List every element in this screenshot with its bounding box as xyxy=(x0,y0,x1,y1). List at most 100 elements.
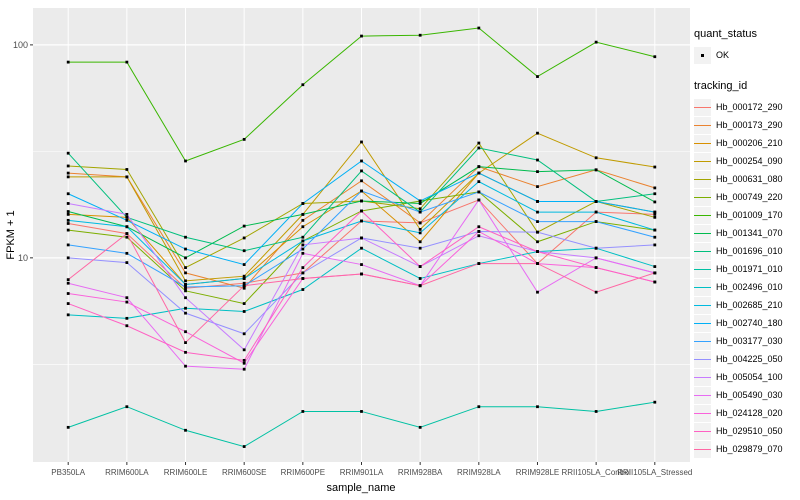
legend-title-tracking-id: tracking_id xyxy=(694,80,748,92)
data-point-Hb_000173_290 xyxy=(536,185,539,189)
data-point-Hb_004225_050 xyxy=(125,261,129,264)
legend-item-Hb_002685_210: Hb_002685_210 xyxy=(694,296,800,314)
line-swatch-icon xyxy=(694,412,711,414)
legend-swatch xyxy=(694,134,711,152)
legend-swatch xyxy=(694,296,711,314)
x-tick-label: RRIM600LE xyxy=(164,468,208,477)
x-tick-label: RRIM928BA xyxy=(398,468,443,477)
data-point-Hb_005490_030 xyxy=(536,290,539,294)
data-point-Hb_029510_050 xyxy=(594,266,598,269)
data-point-Hb_001971_010 xyxy=(536,405,539,409)
legend-swatch xyxy=(694,368,711,386)
data-point-Hb_005490_030 xyxy=(125,296,129,300)
data-point-Hb_001696_010 xyxy=(536,158,539,162)
data-point-Hb_000173_290 xyxy=(66,171,70,175)
data-point-Hb_029510_050 xyxy=(242,358,246,362)
data-point-Hb_000749_220 xyxy=(66,228,70,232)
data-point-Hb_002685_210 xyxy=(418,231,422,235)
data-point-Hb_002740_180 xyxy=(536,200,539,203)
line-swatch-icon xyxy=(694,286,711,288)
line-swatch-icon xyxy=(694,322,711,324)
data-point-Hb_002740_180 xyxy=(653,210,657,214)
data-point-Hb_002740_180 xyxy=(184,247,187,251)
data-point-Hb_003177_030 xyxy=(418,210,422,214)
data-point-Hb_002685_210 xyxy=(536,210,539,214)
legend-label: Hb_005054_100 xyxy=(716,372,783,382)
data-point-Hb_001971_010 xyxy=(653,400,657,404)
data-point-Hb_024128_020 xyxy=(184,330,187,334)
data-point-Hb_000173_290 xyxy=(301,218,305,222)
data-point-Hb_001341_070 xyxy=(418,202,422,205)
data-point-Hb_003177_030 xyxy=(360,189,363,193)
data-point-Hb_005054_100 xyxy=(301,243,305,247)
data-point-Hb_004225_050 xyxy=(653,243,657,247)
legend-label: Hb_001696_010 xyxy=(716,246,783,256)
x-tick-label: RRIM928LA xyxy=(457,468,501,477)
data-point-Hb_002685_210 xyxy=(477,180,481,184)
data-point-Hb_002685_210 xyxy=(594,210,598,214)
data-point-Hb_002740_180 xyxy=(66,192,70,196)
data-point-Hb_029879_070 xyxy=(66,278,70,282)
legend-item-Hb_003177_030: Hb_003177_030 xyxy=(694,332,800,350)
legend-item-Hb_000254_090: Hb_000254_090 xyxy=(694,152,800,170)
data-point-Hb_000631_080 xyxy=(125,168,129,171)
data-point-Hb_002685_210 xyxy=(360,219,363,223)
data-point-Hb_000173_290 xyxy=(418,221,422,225)
legend-label-ok: OK xyxy=(716,50,730,60)
data-point-Hb_029510_050 xyxy=(477,225,481,229)
data-point-Hb_001696_010 xyxy=(477,146,481,150)
data-point-Hb_002496_010 xyxy=(653,265,657,268)
data-point-Hb_002685_210 xyxy=(125,225,129,229)
data-point-Hb_001341_070 xyxy=(301,212,305,216)
data-point-Hb_000749_220 xyxy=(536,240,539,244)
data-point-Hb_005054_100 xyxy=(242,348,246,352)
y-tick-label: 100 xyxy=(13,40,28,50)
data-point-Hb_024128_020 xyxy=(477,230,481,233)
legend-swatch xyxy=(694,386,711,404)
data-point-Hb_024128_020 xyxy=(66,292,70,295)
data-point-Hb_005054_100 xyxy=(184,296,187,300)
data-point-Hb_001971_010 xyxy=(477,405,481,409)
line-swatch-icon xyxy=(694,430,711,432)
data-point-Hb_001009_170 xyxy=(125,60,129,64)
legend-item-Hb_029510_050: Hb_029510_050 xyxy=(694,422,800,440)
line-swatch-icon xyxy=(694,340,711,342)
data-point-Hb_002496_010 xyxy=(242,310,246,313)
data-point-Hb_029510_050 xyxy=(301,266,305,269)
x-tick-label: RRIM600SE xyxy=(222,468,266,477)
data-point-Hb_000254_090 xyxy=(360,140,363,144)
data-point-Hb_000254_090 xyxy=(184,279,187,283)
data-point-Hb_002496_010 xyxy=(125,316,129,320)
x-tick-label: RRII105LA_Stressed xyxy=(617,468,692,477)
data-point-Hb_001341_070 xyxy=(66,210,70,213)
data-point-Hb_001009_170 xyxy=(653,55,657,59)
data-point-Hb_002740_180 xyxy=(477,171,481,175)
data-point-Hb_029879_070 xyxy=(536,262,539,265)
legend-label: Hb_002740_180 xyxy=(716,318,783,328)
data-point-Hb_001971_010 xyxy=(184,428,187,432)
point-icon xyxy=(701,53,704,57)
legend-swatch xyxy=(694,152,711,170)
legend-swatch xyxy=(694,242,711,260)
legend-swatch xyxy=(694,314,711,332)
data-point-Hb_005490_030 xyxy=(477,198,481,202)
legend-item-Hb_000749_220: Hb_000749_220 xyxy=(694,188,800,206)
legend-item-Hb_000173_290: Hb_000173_290 xyxy=(694,116,800,134)
legend-label: Hb_000254_090 xyxy=(716,156,783,166)
data-point-Hb_001009_170 xyxy=(66,60,70,64)
data-point-Hb_005054_100 xyxy=(66,202,70,205)
data-point-Hb_001009_170 xyxy=(301,83,305,87)
data-point-Hb_001971_010 xyxy=(66,425,70,429)
data-point-Hb_000206_210 xyxy=(418,240,422,244)
data-point-Hb_004225_050 xyxy=(536,230,539,234)
x-tick-label: RRIM600PE xyxy=(281,468,325,477)
data-point-Hb_029510_050 xyxy=(360,209,363,213)
data-point-Hb_005490_030 xyxy=(301,251,305,255)
x-tick-label: PB350LA xyxy=(51,468,85,477)
data-point-Hb_001009_170 xyxy=(360,34,363,38)
data-point-Hb_002685_210 xyxy=(66,218,70,222)
legend-item-Hb_001971_010: Hb_001971_010 xyxy=(694,260,800,278)
data-point-Hb_001009_170 xyxy=(242,137,246,141)
data-point-Hb_005490_030 xyxy=(242,367,246,371)
